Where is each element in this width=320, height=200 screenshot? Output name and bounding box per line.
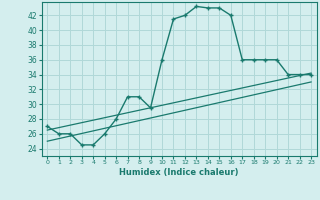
X-axis label: Humidex (Indice chaleur): Humidex (Indice chaleur) [119, 168, 239, 177]
